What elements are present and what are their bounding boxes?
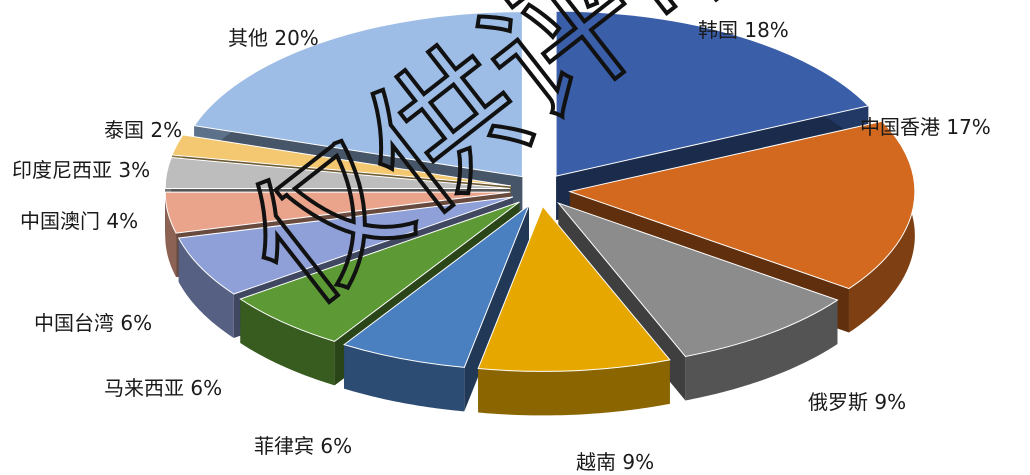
label-indonesia: 印度尼西亚 3% <box>12 158 151 182</box>
slice-9 <box>171 134 512 187</box>
slice-side-6 <box>178 238 234 339</box>
slice-side-3 <box>478 359 670 416</box>
slice-10 <box>193 11 523 178</box>
label-russia: 俄罗斯 9% <box>808 390 907 414</box>
slice-4 <box>343 203 531 368</box>
label-others: 其他 20% <box>228 26 319 50</box>
label-hongkong: 中国香港 17% <box>860 115 991 139</box>
label-macau: 中国澳门 4% <box>20 209 139 233</box>
slice-1 <box>568 120 916 290</box>
slice-2 <box>556 201 839 357</box>
label-taiwan: 中国台湾 6% <box>34 311 153 335</box>
slice-6 <box>177 196 514 295</box>
slice-3 <box>477 205 671 372</box>
slice-side-2 <box>685 300 838 401</box>
label-malaysia: 马来西亚 6% <box>104 376 223 400</box>
label-korea: 韩国 18% <box>698 18 789 42</box>
slice-side-4 <box>344 344 465 412</box>
slice-side-5 <box>240 299 335 386</box>
slice-8 <box>164 156 511 189</box>
slice-7 <box>164 191 511 234</box>
label-philippines: 菲律宾 6% <box>254 434 353 458</box>
slice-5 <box>239 201 520 342</box>
label-thailand: 泰国 2% <box>104 118 183 142</box>
label-vietnam: 越南 9% <box>576 450 655 474</box>
slice-0 <box>555 10 870 177</box>
